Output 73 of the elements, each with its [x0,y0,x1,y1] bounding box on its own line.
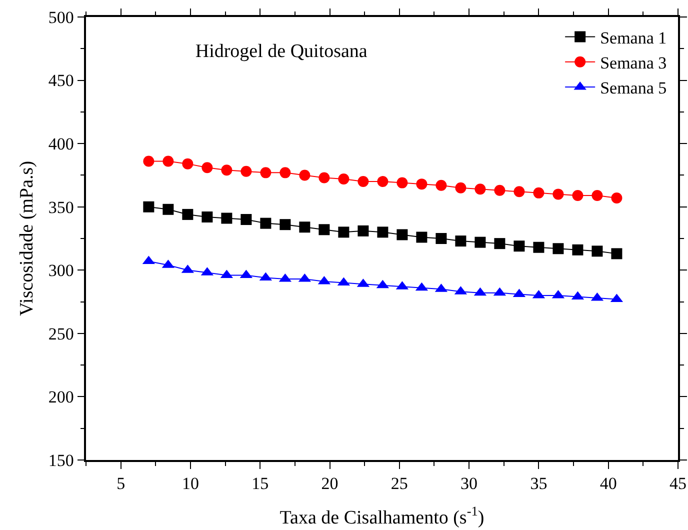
point [299,170,310,181]
point [260,167,272,178]
x-tick-label: 10 [182,474,199,494]
point [299,222,310,233]
x-axis-title: Taxa de Cisalhamento (s$^{-1}$) [280,503,484,528]
point [202,162,213,174]
y-tick-label: 400 [48,134,74,154]
y-axis-title: Viscosidade (mPa.s) [16,160,38,316]
point [592,246,603,257]
point [533,242,544,253]
point [592,190,603,201]
x-tick-label: 30 [460,474,478,494]
point [416,178,428,190]
point [416,232,428,243]
point [514,240,525,252]
point [552,243,564,254]
point [182,208,194,220]
x-tick-label: 15 [252,474,269,494]
point [514,186,525,198]
y-tick-label: 300 [48,261,74,280]
point [455,182,466,194]
point [494,184,506,196]
legend-label: Semana 3 [600,53,667,72]
x-tick-label: 5 [116,474,126,494]
point [202,211,213,222]
point [260,218,272,229]
point [162,156,174,167]
point [377,226,388,238]
point [240,214,252,226]
point [396,177,408,188]
y-tick-label: 500 [48,8,74,27]
legend-label: Semana 5 [600,78,667,98]
point [474,184,486,195]
x-tick-label: 35 [530,474,548,494]
point [436,180,447,191]
text: Hidrogel de Quitosana [195,41,368,62]
x-tick-label: 45 [670,474,686,494]
point [455,236,466,247]
point [280,167,291,178]
point [358,176,369,188]
point [358,225,369,236]
point [533,187,544,198]
point [611,248,622,260]
point [162,204,174,215]
y-tick-label: 250 [48,324,74,344]
point [396,229,408,240]
point [552,188,564,200]
x-tick-label: 40 [600,474,617,494]
point [494,238,506,250]
point [182,158,194,170]
point [221,212,232,224]
point [338,174,350,185]
point [436,233,447,244]
point [221,164,232,176]
point [572,190,584,201]
x-tick-label: 25 [390,474,408,494]
x-tick-label: 20 [321,474,338,494]
point [318,224,330,236]
point [143,156,154,167]
point [474,236,486,248]
point [318,172,330,184]
y-tick-label: 150 [48,450,74,470]
point [143,201,154,212]
point [611,192,622,204]
point [338,226,350,238]
point [280,219,291,230]
y-tick-label: 350 [48,198,74,217]
y-tick-label: 450 [48,71,74,90]
y-tick-label: 200 [48,388,74,407]
legend-label: Semana 1 [600,28,667,48]
point [377,176,388,188]
point [240,166,252,177]
point [572,244,584,256]
